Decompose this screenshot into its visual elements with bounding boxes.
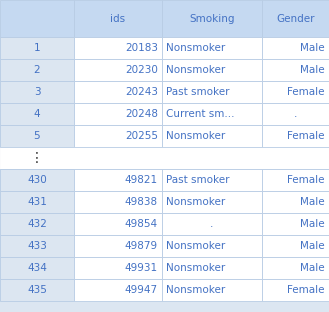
- Bar: [162, 125, 262, 147]
- Text: .: .: [294, 109, 297, 119]
- Bar: [74, 169, 162, 191]
- Text: .: .: [210, 219, 214, 229]
- Text: 4: 4: [34, 109, 40, 119]
- Bar: [0, 235, 74, 257]
- Bar: [262, 257, 329, 279]
- Bar: [0, 213, 74, 235]
- Text: 434: 434: [27, 263, 47, 273]
- Bar: [162, 279, 262, 301]
- Bar: [74, 37, 162, 59]
- Text: 433: 433: [27, 241, 47, 251]
- Bar: [74, 125, 162, 147]
- Bar: [74, 81, 162, 103]
- Bar: [262, 235, 329, 257]
- Text: Smoking: Smoking: [189, 13, 235, 23]
- Bar: [0, 191, 74, 213]
- Text: Nonsmoker: Nonsmoker: [166, 65, 225, 75]
- Bar: [262, 191, 329, 213]
- Bar: [0, 169, 74, 191]
- Text: 49854: 49854: [125, 219, 158, 229]
- Bar: [262, 81, 329, 103]
- Bar: [162, 0, 262, 37]
- Bar: [262, 103, 329, 125]
- Text: Nonsmoker: Nonsmoker: [166, 263, 225, 273]
- Text: 49838: 49838: [125, 197, 158, 207]
- Bar: [262, 0, 329, 37]
- Text: 20255: 20255: [125, 131, 158, 141]
- Bar: [74, 191, 162, 213]
- Bar: [74, 103, 162, 125]
- Bar: [0, 81, 74, 103]
- Text: Nonsmoker: Nonsmoker: [166, 241, 225, 251]
- Text: 5: 5: [34, 131, 40, 141]
- Text: 20230: 20230: [125, 65, 158, 75]
- Text: Male: Male: [300, 241, 325, 251]
- Bar: [262, 59, 329, 81]
- Text: 20183: 20183: [125, 43, 158, 53]
- Text: 49931: 49931: [125, 263, 158, 273]
- Text: 435: 435: [27, 285, 47, 295]
- Bar: [74, 0, 162, 37]
- Bar: [0, 257, 74, 279]
- Text: Male: Male: [300, 219, 325, 229]
- Text: 432: 432: [27, 219, 47, 229]
- Bar: [162, 191, 262, 213]
- Text: Gender: Gender: [276, 13, 315, 23]
- Text: Male: Male: [300, 197, 325, 207]
- Text: ⋮: ⋮: [30, 151, 44, 165]
- Bar: [262, 125, 329, 147]
- Text: 431: 431: [27, 197, 47, 207]
- Text: 20243: 20243: [125, 87, 158, 97]
- Text: Past smoker: Past smoker: [166, 87, 230, 97]
- Text: 49947: 49947: [125, 285, 158, 295]
- Text: ids: ids: [111, 13, 126, 23]
- Text: Female: Female: [288, 87, 325, 97]
- Bar: [0, 59, 74, 81]
- Text: 20248: 20248: [125, 109, 158, 119]
- Text: 49879: 49879: [125, 241, 158, 251]
- Bar: [262, 37, 329, 59]
- Bar: [74, 59, 162, 81]
- Text: Male: Male: [300, 263, 325, 273]
- Text: 49821: 49821: [125, 175, 158, 185]
- Text: Nonsmoker: Nonsmoker: [166, 285, 225, 295]
- Bar: [0, 103, 74, 125]
- Bar: [74, 279, 162, 301]
- Bar: [74, 213, 162, 235]
- Bar: [0, 279, 74, 301]
- Bar: [162, 257, 262, 279]
- Text: Nonsmoker: Nonsmoker: [166, 131, 225, 141]
- Bar: [262, 279, 329, 301]
- Bar: [262, 213, 329, 235]
- Bar: [74, 235, 162, 257]
- Bar: [262, 169, 329, 191]
- Text: 3: 3: [34, 87, 40, 97]
- Text: Nonsmoker: Nonsmoker: [166, 43, 225, 53]
- Bar: [162, 81, 262, 103]
- Bar: [0, 0, 74, 37]
- Text: 2: 2: [34, 65, 40, 75]
- Bar: [162, 37, 262, 59]
- Text: Past smoker: Past smoker: [166, 175, 230, 185]
- Bar: [0, 147, 329, 169]
- Bar: [162, 235, 262, 257]
- Text: 1: 1: [34, 43, 40, 53]
- Bar: [162, 169, 262, 191]
- Text: 430: 430: [27, 175, 47, 185]
- Text: Nonsmoker: Nonsmoker: [166, 197, 225, 207]
- Text: Female: Female: [288, 175, 325, 185]
- Bar: [162, 59, 262, 81]
- Text: Current sm...: Current sm...: [166, 109, 235, 119]
- Text: Male: Male: [300, 43, 325, 53]
- Bar: [74, 257, 162, 279]
- Bar: [162, 103, 262, 125]
- Text: Female: Female: [288, 131, 325, 141]
- Text: Female: Female: [288, 285, 325, 295]
- Bar: [0, 125, 74, 147]
- Bar: [0, 37, 74, 59]
- Bar: [162, 213, 262, 235]
- Text: Male: Male: [300, 65, 325, 75]
